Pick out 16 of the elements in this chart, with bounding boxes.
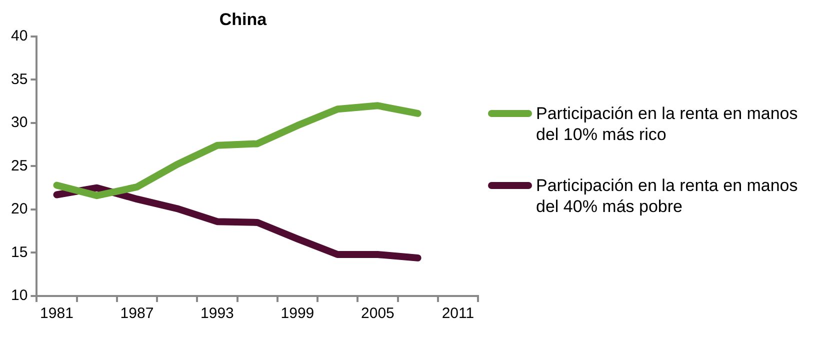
legend-label: Participación en la renta en manos del 10% más rico: [536, 103, 799, 145]
x-tick-label: 2011: [442, 305, 474, 322]
chart-title: China: [219, 10, 268, 29]
y-tick-label: 40: [10, 28, 28, 45]
legend-label: Participación en la renta en manos del 40% más pobre: [536, 175, 799, 217]
y-tick-label: 35: [10, 70, 28, 88]
y-tick-label: 30: [10, 114, 28, 132]
y-tick-label: 10: [10, 287, 28, 304]
x-tick-label: 1981: [40, 305, 74, 322]
x-tick-label: 1987: [120, 305, 154, 322]
x-tick-label: 1993: [200, 305, 234, 322]
x-tick-label: 1999: [280, 305, 314, 322]
y-tick-label: 25: [10, 157, 28, 174]
y-tick-label: 20: [10, 200, 28, 218]
y-tick-label: 15: [10, 244, 28, 261]
x-tick-label: 2005: [361, 305, 394, 322]
